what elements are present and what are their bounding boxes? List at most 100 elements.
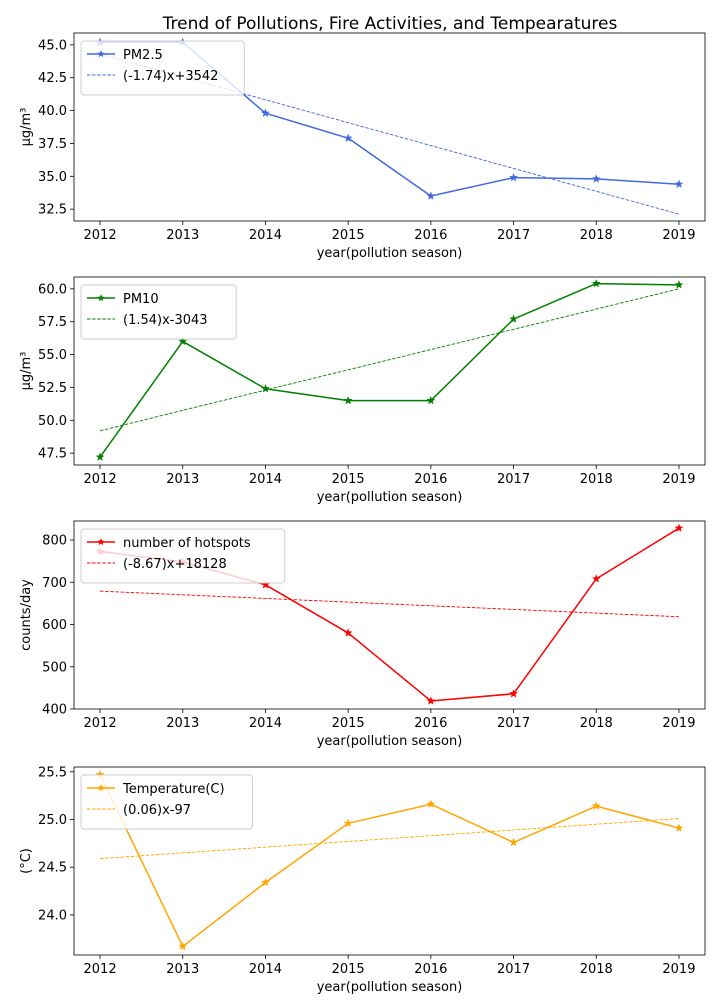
y-tick-label: 400	[42, 703, 67, 718]
y-tick-label: 52.5	[38, 381, 67, 396]
y-tick-label: 35.0	[38, 170, 67, 185]
x-tick-label: 2016	[414, 228, 447, 243]
legend-label: PM10	[123, 292, 159, 307]
x-tick-label: 2018	[580, 472, 613, 487]
y-tick-label: 24.5	[38, 861, 67, 876]
x-tick-label: 2014	[249, 472, 282, 487]
x-axis-label: year(pollution season)	[317, 490, 463, 505]
legend: number of hotspots (-8.67)x+18128	[80, 528, 286, 584]
x-tick-label: 2012	[84, 228, 117, 243]
y-tick-label: 25.0	[38, 813, 67, 828]
x-tick-label: 2016	[414, 716, 447, 731]
data-point	[591, 801, 601, 810]
y-tick-label: 60.0	[38, 282, 67, 297]
y-axis-label: μg/m³	[19, 352, 34, 391]
legend-box	[80, 284, 237, 340]
x-tick-label: 2014	[249, 716, 282, 731]
legend-label: (0.06)x-97	[123, 803, 191, 818]
chart-title: Trend of Pollutions, Fire Activities, an…	[162, 14, 618, 34]
x-tick-label: 2013	[166, 228, 199, 243]
x-tick-label: 2012	[84, 472, 117, 487]
x-tick-label: 2019	[662, 472, 695, 487]
x-tick-label: 2017	[497, 228, 530, 243]
data-line	[99, 774, 680, 948]
data-point	[426, 799, 436, 809]
legend: PM10 (1.54)x-3043	[80, 284, 237, 340]
data-point	[260, 108, 270, 118]
x-tick-label: 2012	[84, 716, 117, 731]
y-tick-label: 47.5	[38, 447, 67, 462]
data-point	[426, 395, 436, 405]
y-tick-label: 700	[42, 576, 67, 591]
axes-frame	[73, 276, 706, 466]
trend-line	[99, 288, 680, 432]
subplot-4: 2012 2013 2014 2015 2016 2017 2018 2019 24.0 24.5…	[19, 765, 706, 995]
x-tick-label: 2018	[580, 962, 613, 977]
data-line	[99, 282, 679, 458]
data-point	[509, 837, 519, 847]
x-tick-label: 2015	[332, 472, 365, 487]
series-2	[99, 288, 680, 432]
data-point	[260, 580, 270, 589]
data-point	[674, 280, 684, 289]
data-point	[591, 174, 601, 183]
data-point	[591, 278, 601, 288]
data-point	[343, 818, 353, 828]
legend-marker	[97, 538, 105, 546]
x-tick-label: 2016	[414, 472, 447, 487]
x-tick-label: 2015	[332, 962, 365, 977]
data-point	[509, 314, 519, 323]
data-point	[509, 689, 519, 698]
data-point	[343, 395, 353, 405]
y-tick-label: 37.5	[38, 137, 67, 152]
legend-label: number of hotspots	[123, 536, 251, 551]
legend-label: (-1.74)x+3542	[123, 69, 218, 84]
trend-line	[100, 590, 679, 618]
legend-marker	[97, 50, 105, 58]
y-axis-label: counts/day	[19, 579, 34, 651]
y-tick-label: 55.0	[38, 348, 67, 363]
x-tick-label: 2015	[332, 228, 365, 243]
data-point	[260, 384, 270, 393]
legend-marker	[97, 294, 105, 302]
x-tick-label: 2018	[580, 228, 613, 243]
y-tick-label: 32.5	[38, 203, 67, 218]
series-2	[100, 590, 679, 618]
y-tick-label: 24.0	[38, 908, 67, 923]
series-1	[95, 278, 684, 461]
subplot-2: 2012 2013 2014 2015 2016 2017 2018 2019 47.5 50.0…	[19, 276, 706, 505]
data-point	[343, 133, 353, 142]
data-point	[674, 823, 684, 832]
x-tick-label: 2016	[414, 962, 447, 977]
x-tick-label: 2017	[497, 472, 530, 487]
x-tick-label: 2013	[166, 962, 199, 977]
data-point	[178, 941, 188, 951]
x-tick-label: 2018	[580, 716, 613, 731]
legend-label: PM2.5	[123, 48, 163, 63]
subplot-3: 2012 2013 2014 2015 2016 2017 2018 2019 400 500 60…	[19, 520, 706, 749]
data-point	[260, 877, 270, 887]
y-tick-label: 600	[42, 618, 67, 633]
y-axis-label: (°C)	[19, 848, 34, 874]
legend: PM2.5 (-1.74)x+3542	[80, 40, 245, 96]
x-axis-label: year(pollution season)	[317, 246, 463, 261]
x-tick-label: 2013	[166, 472, 199, 487]
y-tick-label: 500	[42, 660, 67, 675]
axes-frame	[73, 520, 706, 710]
axes-frame	[73, 766, 706, 956]
x-tick-label: 2014	[249, 228, 282, 243]
legend-label: (1.54)x-3043	[123, 313, 208, 328]
legend-marker	[97, 784, 105, 792]
subplots: 2012 2013 2014 2015 2016 2017 2018 2019 32.5 35.0…	[19, 32, 706, 995]
y-tick-label: 50.0	[38, 414, 67, 429]
x-tick-label: 2014	[249, 962, 282, 977]
legend-box	[80, 528, 286, 584]
y-tick-label: 42.5	[38, 71, 67, 86]
x-axis-label: year(pollution season)	[317, 734, 463, 749]
data-point	[343, 628, 353, 637]
y-tick-label: 25.5	[38, 765, 67, 780]
y-axis-label: μg/m³	[19, 108, 34, 147]
data-point	[591, 574, 601, 583]
data-point	[674, 179, 684, 188]
